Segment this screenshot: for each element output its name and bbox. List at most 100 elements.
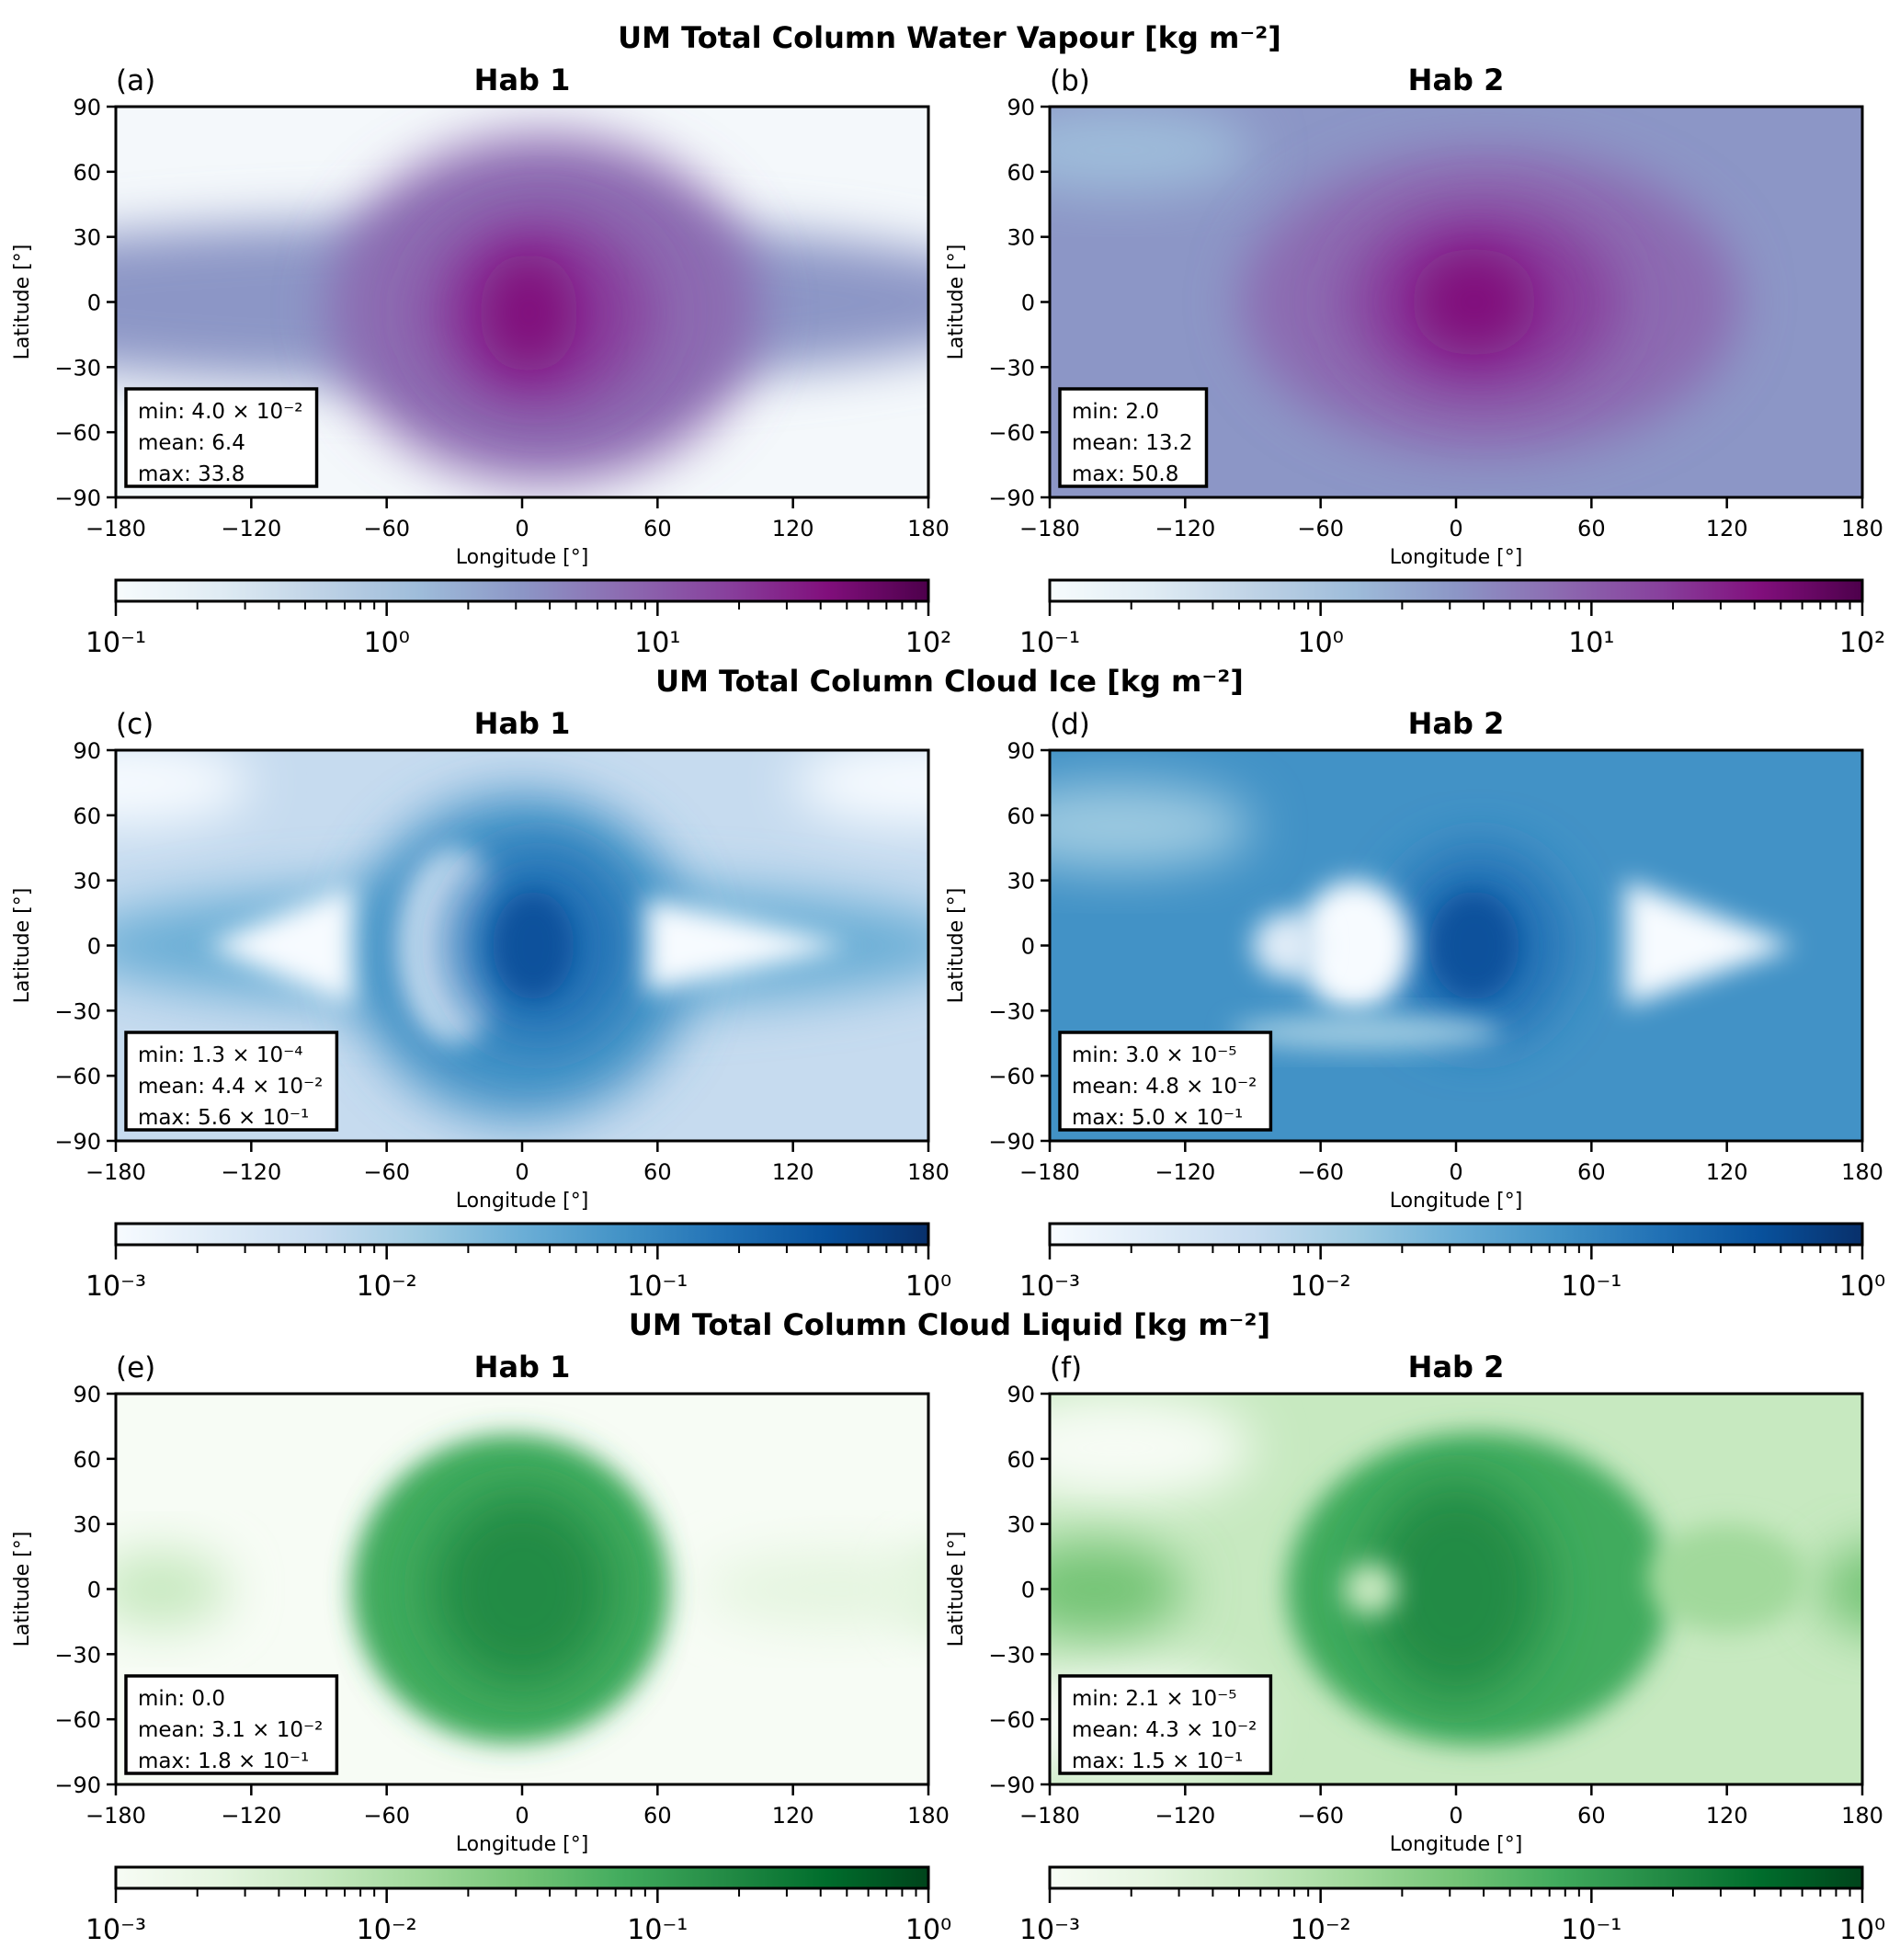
heatmap-field-region xyxy=(1298,880,1411,1011)
stats-line: min: 2.1 × 10⁻⁵ xyxy=(1072,1687,1237,1711)
x-axis-label: Longitude [°] xyxy=(1390,546,1523,569)
stats-box: min: 2.1 × 10⁻⁵ mean: 4.3 × 10⁻² max: 1.5 … xyxy=(1058,1674,1273,1775)
x-tick-label: 0 xyxy=(1449,516,1462,541)
x-tick-label: 120 xyxy=(772,1803,814,1829)
heatmap-field-region xyxy=(792,750,928,826)
stats-line: max: 50.8 xyxy=(1072,462,1178,486)
stats-box-frame xyxy=(124,387,319,488)
x-tick-label: 60 xyxy=(1577,1159,1606,1185)
colorbar-tick-label: 10⁻² xyxy=(357,1914,417,1946)
heatmap-field-region xyxy=(1050,1541,1186,1637)
y-tick-label: 90 xyxy=(1007,738,1035,764)
heatmap-field-region xyxy=(1647,1523,1806,1633)
y-axis-label: Latitude [°] xyxy=(11,245,34,360)
x-tick-label: 180 xyxy=(907,1159,950,1185)
panel-a: (a) Hab 1 90 60 30 0 −30 −60 −90 −180 −120 −60 0 60 12… xyxy=(11,63,951,659)
panel-label: (b) xyxy=(1050,64,1090,97)
y-tick-label: 60 xyxy=(1007,803,1035,829)
x-tick-label: −60 xyxy=(1297,516,1344,541)
x-tick-label: 120 xyxy=(772,1159,814,1185)
y-tick-label: −90 xyxy=(988,485,1035,511)
y-tick-label: 0 xyxy=(87,934,101,960)
x-tick-label: −180 xyxy=(1019,1159,1080,1185)
y-tick-label: −90 xyxy=(54,485,101,511)
panel-title: Hab 2 xyxy=(1408,63,1505,97)
panel-title: Hab 2 xyxy=(1408,1350,1505,1385)
stats-box-frame xyxy=(1058,1674,1273,1775)
colorbar: 10⁻³ 10⁻² 10⁻¹ 10⁰ xyxy=(1019,1865,1885,1946)
y-tick-label: −30 xyxy=(54,998,101,1024)
x-tick-label: −120 xyxy=(221,1159,281,1185)
stats-line: min: 3.0 × 10⁻⁵ xyxy=(1072,1043,1237,1067)
y-tick-label: 30 xyxy=(1007,869,1035,895)
x-tick-label: 60 xyxy=(1577,1803,1606,1829)
x-tick-label: −180 xyxy=(85,516,146,541)
colorbar-tick-label: 10⁻² xyxy=(1291,1271,1351,1303)
x-axis-label: Longitude [°] xyxy=(1390,1833,1523,1856)
stats-box: min: 2.0 mean: 13.2 max: 50.8 xyxy=(1058,387,1209,488)
colorbar: 10⁻³ 10⁻² 10⁻¹ 10⁰ xyxy=(85,1222,951,1303)
stats-line: mean: 4.8 × 10⁻² xyxy=(1072,1075,1257,1099)
panel-title: Hab 1 xyxy=(474,63,571,97)
suptitle: UM Total Column Cloud Liquid [kg m⁻²] xyxy=(629,1307,1270,1342)
y-tick-label: −60 xyxy=(54,420,101,446)
panel-title: Hab 1 xyxy=(474,1350,571,1385)
y-tick-label: 30 xyxy=(73,225,101,251)
stats-line: max: 1.8 × 10⁻¹ xyxy=(138,1749,309,1773)
panel-title: Hab 2 xyxy=(1408,706,1505,741)
y-tick-label: 30 xyxy=(73,869,101,895)
heatmap-field-region xyxy=(116,750,252,826)
colorbar-tick-label: 10⁻³ xyxy=(1019,1271,1080,1303)
x-tick-label: −60 xyxy=(1297,1803,1344,1829)
x-tick-label: 60 xyxy=(1577,516,1606,541)
y-tick-label: −60 xyxy=(54,1064,101,1089)
heatmap xyxy=(1050,1394,1862,1784)
heatmap xyxy=(116,750,928,1141)
colorbar-gradient xyxy=(1048,578,1864,603)
stats-line: min: 1.3 × 10⁻⁴ xyxy=(138,1043,303,1067)
heatmap-field-region xyxy=(206,884,353,1007)
heatmap xyxy=(116,1394,928,1784)
stats-line: min: 4.0 × 10⁻² xyxy=(138,400,303,424)
x-tick-label: 0 xyxy=(1449,1159,1462,1185)
y-tick-label: 90 xyxy=(1007,95,1035,120)
panel-label: (e) xyxy=(116,1351,155,1385)
heatmap-field-region xyxy=(479,252,579,374)
colorbar-tick-label: 10¹ xyxy=(634,627,680,659)
heatmap-field-region xyxy=(1253,913,1321,978)
y-tick-label: 0 xyxy=(1021,291,1035,316)
colorbar-tick-label: 10⁻¹ xyxy=(1561,1914,1621,1946)
heatmap-field-region xyxy=(1428,891,1519,1000)
x-tick-label: 120 xyxy=(1706,1803,1748,1829)
heatmap-field-region xyxy=(493,891,575,1000)
colorbar-tick-label: 10¹ xyxy=(1568,627,1614,659)
x-tick-label: −120 xyxy=(1155,516,1215,541)
panel-b: (b) Hab 2 90 60 30 0 −30 −60 −90 −180 −120 −60 0 60 12… xyxy=(945,63,1885,659)
colorbar: 10⁻¹ 10⁰ 10¹ 10² xyxy=(85,578,951,659)
x-tick-label: 60 xyxy=(643,1159,672,1185)
heatmap-field-region xyxy=(1343,1563,1398,1615)
colorbar-tick-label: 10⁻² xyxy=(1291,1914,1351,1946)
panel-e: (e) Hab 1 90 60 30 0 −30 −60 −90 −180 −120 −60 0 60 12… xyxy=(11,1350,951,1946)
heatmap-field-region xyxy=(1410,247,1538,357)
x-tick-label: −120 xyxy=(1155,1159,1215,1185)
heatmap-field-region xyxy=(702,1550,928,1628)
y-tick-label: 60 xyxy=(1007,1447,1035,1473)
stats-line: mean: 4.3 × 10⁻² xyxy=(1072,1718,1257,1742)
x-tick-label: 180 xyxy=(907,516,950,541)
x-tick-label: −60 xyxy=(363,1803,410,1829)
x-tick-label: 180 xyxy=(1841,516,1883,541)
colorbar-gradient xyxy=(1048,1222,1864,1247)
x-tick-label: 120 xyxy=(1706,516,1748,541)
y-tick-label: −90 xyxy=(988,1772,1035,1798)
x-tick-label: 60 xyxy=(643,516,672,541)
x-tick-label: −60 xyxy=(363,1159,410,1185)
x-tick-label: 0 xyxy=(1449,1803,1462,1829)
y-tick-label: −60 xyxy=(988,1707,1035,1733)
colorbar-tick-label: 10⁰ xyxy=(905,1271,951,1303)
stats-box: min: 0.0 mean: 3.1 × 10⁻² max: 1.8 × 10⁻¹ xyxy=(124,1674,339,1775)
colorbar-tick-label: 10² xyxy=(1839,627,1885,659)
x-tick-label: −180 xyxy=(85,1803,146,1829)
heatmap-field-region xyxy=(1816,1547,1862,1631)
heatmap-field-region xyxy=(116,1550,229,1628)
